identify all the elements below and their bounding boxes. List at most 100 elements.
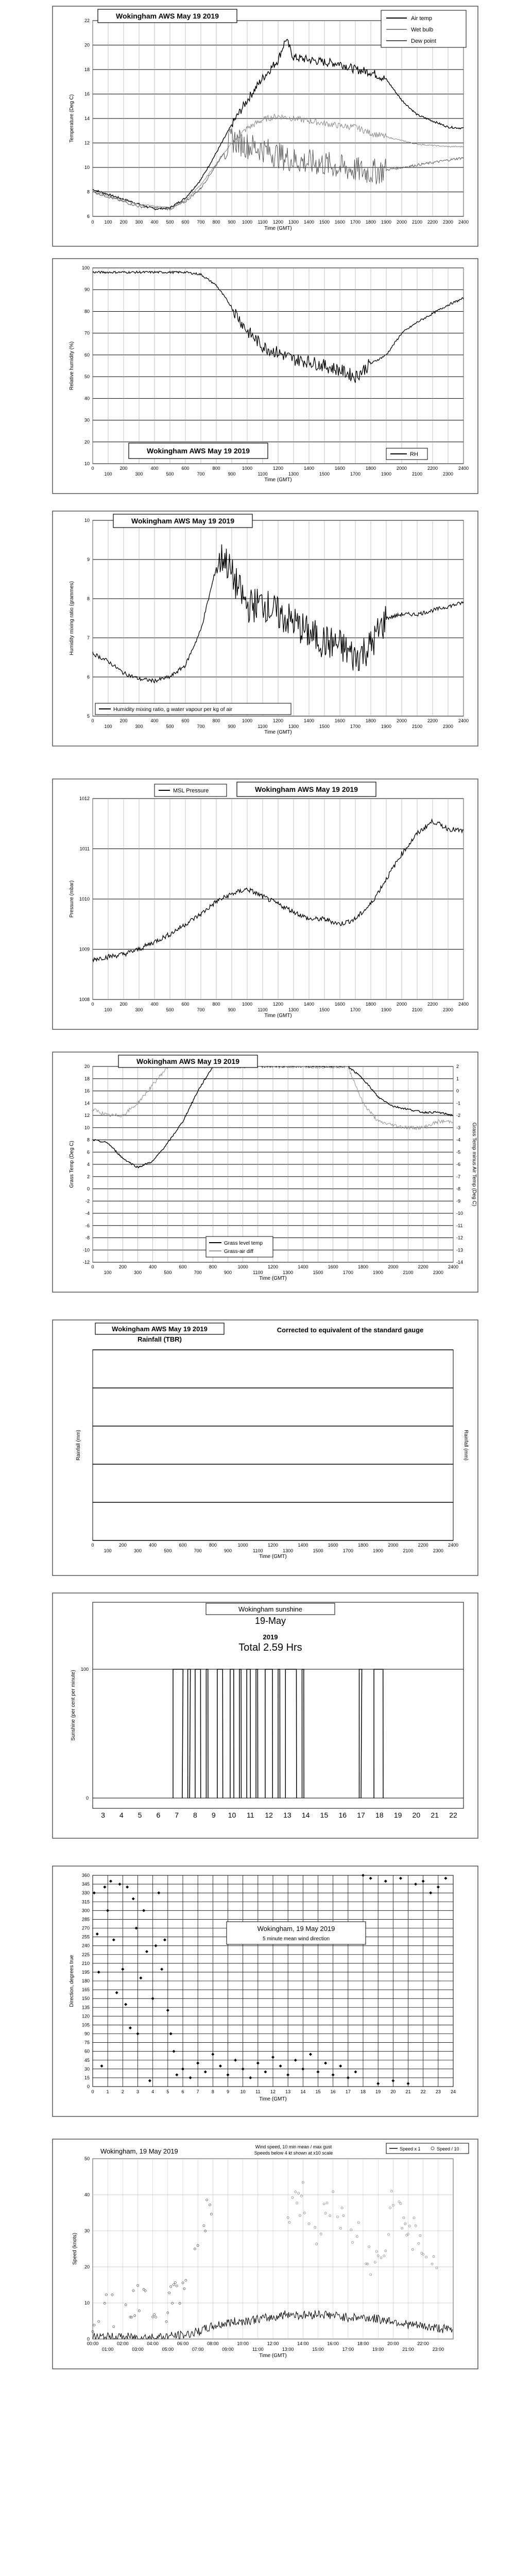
- sunshine-bar: [195, 1669, 201, 1799]
- direction-point: [429, 1891, 433, 1895]
- y-tick-label: 345: [82, 1882, 90, 1887]
- gust-point: [336, 2215, 339, 2218]
- gust-point: [432, 2255, 435, 2258]
- y-tick-label: 18: [84, 67, 90, 72]
- y-tick-label: 9: [87, 557, 90, 562]
- gust-point: [402, 2216, 405, 2219]
- gust-point: [350, 2228, 353, 2231]
- gust-point: [184, 2279, 187, 2282]
- x-tick-label: 1700: [343, 1548, 353, 1553]
- x-tick-label: 900: [224, 1548, 232, 1553]
- gust-point: [205, 2198, 209, 2201]
- y2-tick-label: 2: [456, 1064, 459, 1069]
- x-tick-label: 1900: [381, 1007, 391, 1012]
- y-tick-label: -4: [85, 1211, 90, 1216]
- x-tick-label: 10: [228, 1811, 236, 1819]
- gust-point: [351, 2241, 354, 2244]
- y-tick-label: 30: [84, 418, 90, 423]
- chart-title-box: [236, 782, 376, 797]
- x-tick-label: 200: [119, 219, 127, 225]
- x-tick-label: 1300: [288, 724, 299, 729]
- x-tick-label: 300: [134, 1548, 142, 1553]
- x-tick-label: 2100: [412, 471, 422, 477]
- x-tick-label: 600: [181, 1002, 189, 1007]
- x-axis-label: Time (GMT): [259, 1276, 287, 1281]
- chart-title: Wokingham, 19 May 2019: [258, 1925, 335, 1933]
- y-axis-label: Rainfall (mm): [76, 1430, 81, 1460]
- gust-point: [130, 2316, 133, 2319]
- x-tick-label: 11: [247, 1811, 254, 1819]
- chart-annotation: Corrected to equivalent of the standard …: [277, 1326, 424, 1334]
- y-tick-label: 360: [82, 1873, 90, 1878]
- y-tick-label: 14: [84, 1100, 90, 1106]
- x-tick-label: 500: [166, 471, 174, 477]
- y2-tick-label: -14: [456, 1260, 463, 1265]
- y-tick-label: 40: [84, 2192, 90, 2197]
- gust-point: [422, 2253, 425, 2256]
- x-tick-label: 1900: [381, 724, 391, 729]
- x-tick-label: 700: [194, 1270, 202, 1275]
- x-tick-label: 16: [338, 1811, 347, 1819]
- gust-point: [417, 2242, 420, 2245]
- y-tick-label: 330: [82, 1890, 90, 1895]
- x-tick-label: 200: [119, 1543, 127, 1548]
- x-tick-label: 14: [300, 2089, 305, 2094]
- direction-point: [391, 2079, 395, 2082]
- y-tick-label: 18: [84, 1076, 90, 1081]
- gust-point: [210, 2213, 213, 2216]
- legend-box: [386, 2143, 469, 2154]
- direction-point: [124, 2003, 128, 2006]
- y-tick-label: 100: [82, 265, 90, 270]
- gust-point: [355, 2235, 358, 2238]
- gust-point: [398, 2200, 401, 2203]
- y-axis-label: Direction, degrees true: [69, 1955, 75, 2007]
- direction-point: [160, 1968, 164, 1971]
- direction-point: [294, 2058, 297, 2062]
- gust-point: [97, 2320, 100, 2323]
- series-line-wet-bulb: [92, 113, 464, 209]
- y-tick-label: 12: [84, 1113, 90, 1118]
- y-tick-label: 10: [84, 461, 90, 466]
- y-tick-label: 4: [87, 1162, 90, 1167]
- y2-tick-label: -10: [456, 1211, 463, 1216]
- x-tick-label: 02:00: [117, 2341, 129, 2346]
- gust-point: [173, 2283, 175, 2286]
- grass-temp-chart: -12 -10 -8 -6 -4 -2 0 2 4 6 8 10 12 14 16 18 20 0 200 400 60…: [52, 1051, 479, 1293]
- x-tick-label: 800: [212, 466, 220, 471]
- sunshine-bar: [173, 1669, 184, 1799]
- y-tick-label: 8: [87, 596, 90, 601]
- x-tick-label: 1100: [258, 1007, 267, 1012]
- x-tick-label: 200: [119, 466, 127, 471]
- gust-point: [133, 2314, 136, 2317]
- x-tick-label: 1300: [283, 1548, 293, 1553]
- gust-point: [294, 2191, 297, 2193]
- gust-point: [169, 2285, 173, 2288]
- gust-point: [301, 2181, 304, 2184]
- x-tick-label: 2400: [448, 1264, 458, 1269]
- y-tick-label: 45: [84, 2058, 90, 2063]
- x-tick-label: 700: [197, 471, 204, 477]
- chart-title: Wokingham AWS May 19 2019: [255, 785, 358, 793]
- y-tick-label: 90: [84, 2031, 90, 2037]
- x-tick-label: 200: [119, 718, 127, 723]
- y-tick-label: 12: [84, 141, 90, 146]
- gust-point: [315, 2243, 318, 2245]
- x-tick-label: 2300: [443, 219, 453, 225]
- gust-point: [299, 2214, 301, 2217]
- gust-point: [380, 2256, 383, 2259]
- gust-point: [153, 2313, 156, 2316]
- direction-point: [126, 1885, 129, 1889]
- x-tick-label: 06:00: [177, 2341, 189, 2346]
- direction-point: [139, 1976, 143, 1980]
- sunshine-bar: [239, 1669, 242, 1799]
- gust-point: [151, 2315, 154, 2318]
- x-tick-label: 13: [283, 1811, 291, 1819]
- gust-point: [419, 2234, 422, 2237]
- y-tick-label: 30: [84, 2066, 90, 2072]
- chart-subtitle: Rainfall (TBR): [138, 1335, 182, 1343]
- direction-point: [279, 2064, 282, 2068]
- gust-point: [178, 2302, 181, 2305]
- y-tick-label: 120: [82, 2013, 90, 2019]
- chart-total: Total 2.59 Hrs: [238, 1642, 302, 1653]
